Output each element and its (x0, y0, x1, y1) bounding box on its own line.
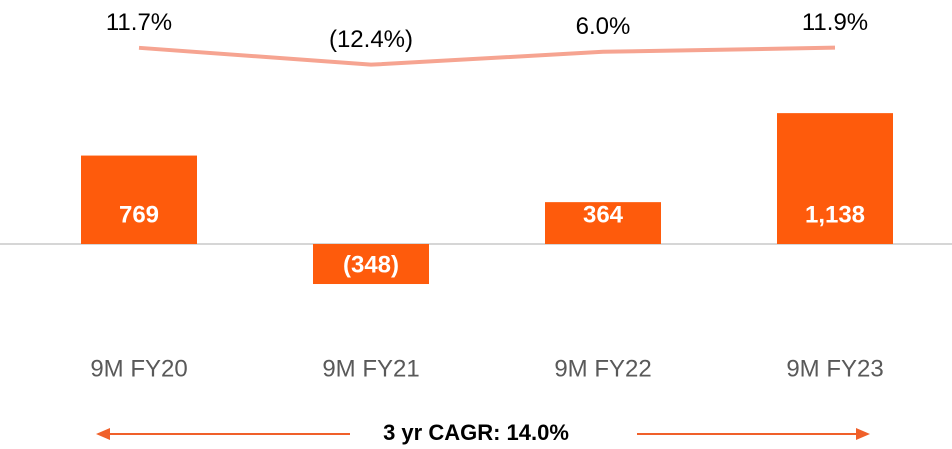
cagr-annotation: 3 yr CAGR: 14.0% (383, 420, 569, 445)
arrow-head-left (96, 428, 110, 440)
bar (545, 202, 661, 244)
line-value-label: (12.4%) (329, 26, 413, 53)
line (138, 45, 836, 67)
bar-value-label: 364 (583, 201, 624, 228)
x-tick-label: 9M FY21 (322, 355, 419, 382)
x-tick-label: 9M FY22 (554, 355, 651, 382)
line-value-label: 11.7% (106, 9, 172, 36)
line-value-label: 11.9% (802, 9, 868, 36)
bar-value-label: (348) (343, 251, 399, 278)
bar (777, 113, 893, 244)
line-value-label: 6.0% (576, 13, 631, 40)
x-tick-label: 9M FY20 (90, 355, 187, 382)
bar (313, 244, 429, 285)
bar (81, 155, 197, 244)
arrow-head-right (856, 428, 870, 440)
bar-value-label: 1,138 (805, 201, 865, 228)
bar-value-label: 769 (119, 201, 159, 228)
x-tick-label: 9M FY23 (786, 355, 883, 382)
